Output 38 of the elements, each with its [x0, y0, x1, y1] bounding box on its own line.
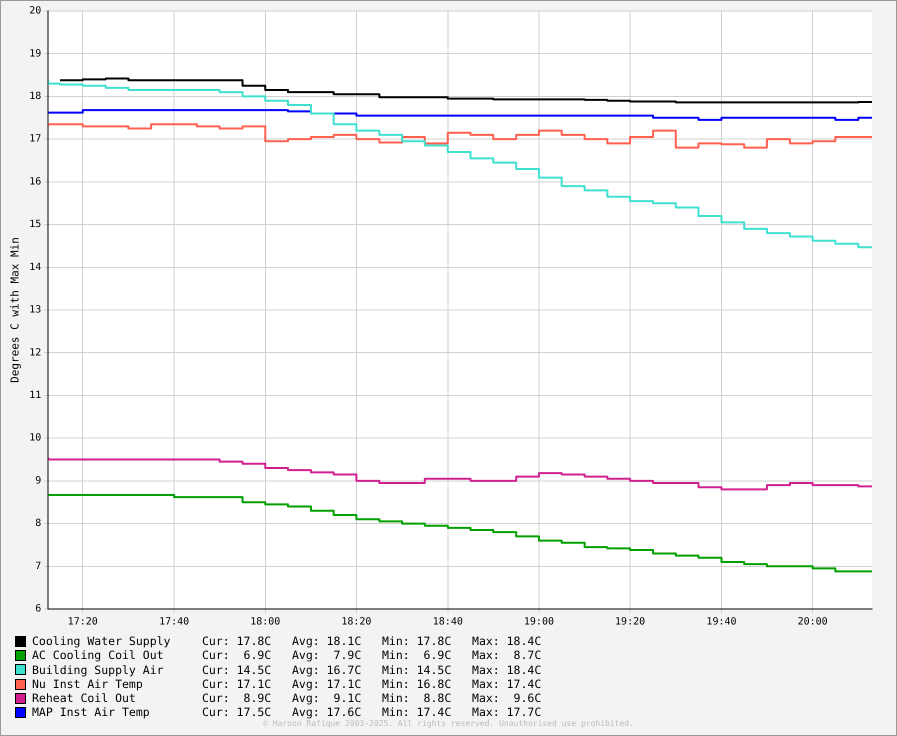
y-tick-label: 9: [35, 475, 42, 486]
x-tick-label: 18:40: [432, 616, 463, 628]
y-tick-label: 18: [29, 91, 42, 102]
text: Cur: 17.8C Avg: 18.1C Min: 17.8C Max: 18.4C: [202, 634, 542, 648]
x-tick-label: 20:00: [798, 616, 828, 628]
y-tick-label: 13: [29, 304, 42, 316]
legend-label: MAP Inst Air Temp: [32, 705, 151, 720]
text: Cur: 17.5C Avg: 17.6C Min: 17.4C Max: 17.7C: [202, 705, 542, 720]
x-tick-label: 17:40: [159, 616, 190, 628]
x-tick-label: 19:00: [524, 616, 554, 628]
text: Cur: 14.5C Avg: 16.7C Min: 14.5C Max: 18.4C: [202, 662, 542, 677]
legend-label: Cooling Water Supply: [32, 634, 172, 648]
y-tick-label: 20: [29, 6, 42, 17]
y-tick-label: 7: [35, 560, 42, 572]
x-tick-label: 18:00: [250, 616, 280, 628]
x-tick-label: 18:20: [341, 616, 372, 628]
y-tick-label: 12: [29, 347, 42, 358]
y-tick-label: 17: [29, 134, 42, 145]
legend-label: Nu Inst Air Temp: [32, 676, 144, 692]
x-tick-label: 17:20: [68, 616, 98, 628]
text: Cur: 17.1C Avg: 17.1C Min: 16.8C Max: 17.4C: [202, 676, 542, 692]
legend-label: Reheat Coil Out: [32, 691, 137, 706]
legend-label: AC Cooling Coil Out: [32, 648, 165, 663]
y-tick-label: 15: [29, 219, 42, 230]
y-axis-title: Degrees C with Max Min: [8, 237, 22, 383]
y-tick-label: 8: [35, 518, 42, 530]
x-tick-label: 19:20: [615, 616, 646, 628]
y-tick-label: 11: [29, 390, 42, 402]
y-tick-label: 19: [29, 48, 42, 60]
y-tick-label: 10: [29, 432, 42, 444]
y-tick-label: 14: [29, 262, 42, 273]
y-tick-label: 16: [29, 176, 42, 188]
text: Cur: 6.9C Avg: 7.9C Min: 6.9C Max: 8.7C: [202, 648, 542, 663]
text: © Haroon Rafique 2003-2025. All rights reserved. Unauthorised use prohibited.: [262, 719, 635, 728]
legend-label: Building Supply Air: [32, 662, 165, 677]
y-tick-label: 6: [35, 604, 42, 615]
text: Cur: 8.9C Avg: 9.1C Min: 8.8C Max: 9.6C: [202, 691, 542, 706]
x-tick-label: 19:40: [706, 616, 737, 628]
